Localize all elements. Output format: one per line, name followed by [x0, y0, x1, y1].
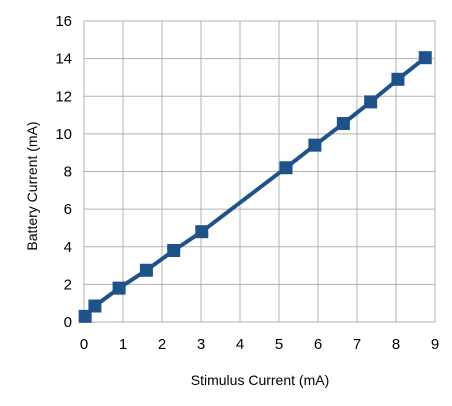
y-tick-label: 2 — [64, 276, 72, 293]
y-axis-title: Battery Current (mA) — [24, 121, 40, 250]
y-tick-label: 12 — [55, 88, 72, 105]
y-tick-label: 6 — [64, 201, 72, 218]
data-point — [391, 72, 405, 86]
x-tick-label: 1 — [119, 336, 127, 353]
data-point — [308, 138, 322, 152]
x-tick-label: 3 — [197, 336, 205, 353]
x-tick-label: 2 — [158, 336, 166, 353]
data-point — [364, 95, 378, 109]
data-point — [279, 161, 293, 175]
y-tick-label: 4 — [64, 239, 72, 256]
data-point — [78, 309, 92, 323]
series — [78, 51, 432, 323]
y-tick-label: 14 — [55, 51, 72, 68]
x-tick-label: 4 — [236, 336, 244, 353]
data-point — [167, 244, 181, 258]
y-tick-label: 8 — [64, 164, 72, 181]
x-axis-title: Stimulus Current (mA) — [191, 372, 329, 388]
data-point — [195, 225, 209, 239]
data-point — [336, 117, 350, 131]
data-point — [88, 299, 102, 313]
y-tick-label: 10 — [55, 126, 72, 143]
x-tick-label: 5 — [275, 336, 283, 353]
plot-frame — [83, 20, 436, 323]
data-point — [112, 281, 126, 295]
y-tick-label: 16 — [55, 13, 72, 30]
axes — [83, 20, 436, 323]
x-tick-label: 8 — [392, 336, 400, 353]
x-tick-label: 7 — [353, 336, 361, 353]
data-point — [139, 263, 153, 277]
x-tick-label: 9 — [431, 336, 439, 353]
data-point — [418, 51, 432, 65]
x-tick-label: 0 — [80, 336, 88, 353]
x-tick-label: 6 — [314, 336, 322, 353]
y-tick-label: 0 — [64, 314, 72, 331]
